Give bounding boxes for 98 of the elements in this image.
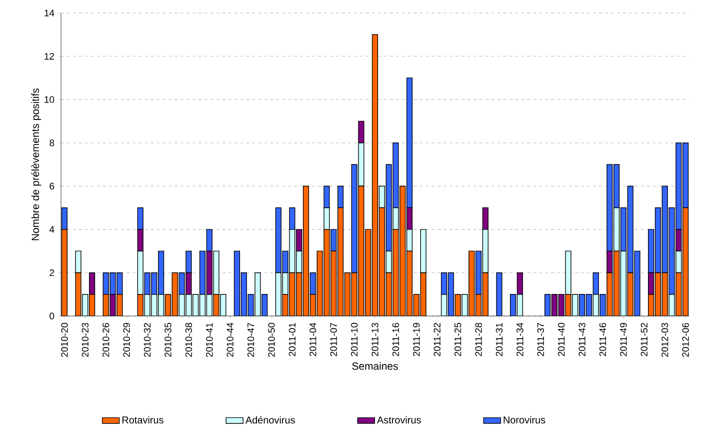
bar [620, 207, 626, 252]
legend-label: Norovirus [504, 416, 546, 424]
bar [199, 250, 206, 295]
y-tick-label: 12 [44, 52, 54, 60]
bar [406, 207, 413, 230]
x-tick-label: 2010-32 [144, 322, 151, 357]
x-tick-label: 2011-22 [434, 322, 440, 356]
x-tick-label: 2011-13 [372, 322, 378, 356]
x-tick-label: 2010-47 [247, 322, 254, 357]
bar [234, 250, 240, 316]
bar [482, 229, 488, 274]
x-tick-label: 2010-23 [82, 322, 89, 357]
bar [510, 294, 516, 316]
y-tick-label: 4 [49, 226, 54, 233]
bar [516, 272, 523, 295]
y-axis-title: Nombre de prélèvements positifs [31, 88, 42, 240]
bar [89, 294, 96, 316]
bar [262, 294, 268, 316]
bar [296, 272, 302, 316]
legend-label: Astrovirus [376, 416, 421, 424]
bar [296, 250, 302, 274]
legend-label: Adénovirus [245, 416, 295, 424]
x-tick-label: 2011-16 [392, 322, 400, 356]
x-tick-label: 2010-20 [61, 322, 68, 357]
bar [482, 272, 488, 316]
bar [365, 229, 372, 316]
bar [620, 250, 626, 316]
bar [613, 164, 620, 208]
x-tick-label: 2011-04 [310, 322, 316, 356]
x-tick-label: 2010-29 [123, 322, 130, 357]
bar [158, 250, 164, 295]
bar [62, 229, 68, 316]
bar [544, 294, 551, 316]
bar [89, 272, 96, 295]
x-tick-label: 2010-26 [102, 322, 110, 357]
x-tick-label: 2011-07 [330, 322, 337, 356]
bar [440, 294, 448, 316]
x-tick-label: 2011-28 [475, 322, 482, 356]
x-tick-label: 2010-41 [206, 322, 213, 357]
bar [440, 272, 448, 295]
bar [578, 294, 586, 316]
x-tick-label: 2011-25 [454, 322, 462, 356]
y-tick-label: 14 [44, 10, 54, 16]
legend-label: Rotavirus [122, 416, 164, 424]
bar [192, 294, 199, 316]
bar [406, 250, 413, 316]
x-tick-label: 2011-19 [413, 322, 420, 356]
bar [337, 186, 344, 208]
bar [372, 34, 378, 316]
x-tick-label: 2011-10 [350, 322, 358, 356]
bar [164, 294, 172, 316]
x-tick-label: 2010-50 [268, 322, 275, 357]
y-tick-label: 8 [50, 140, 54, 146]
x-tick-label: 2010-38 [185, 322, 192, 357]
bar [199, 294, 206, 316]
bar [516, 294, 523, 316]
x-tick-label: 2010-44 [226, 322, 234, 357]
x-axis-title: Semaines [352, 362, 398, 370]
bar [475, 250, 482, 295]
y-tick-label: 10 [44, 96, 54, 103]
x-tick-label: 2011-52 [640, 322, 648, 356]
bar [62, 208, 68, 230]
bar [337, 207, 344, 316]
bar [613, 207, 620, 252]
x-tick-label: 2011-31 [496, 322, 503, 356]
bar [302, 186, 310, 316]
y-tick-label: 0 [50, 312, 54, 320]
bar [654, 207, 661, 274]
x-tick-label: 2012-03 [661, 322, 668, 357]
x-tick-label: 2011-34 [516, 322, 524, 356]
y-tick-label: 6 [50, 182, 54, 190]
x-tick-label: 2010-35 [164, 322, 172, 357]
x-tick-label: 2011-46 [599, 322, 606, 356]
bar [613, 250, 620, 316]
x-tick-label: 2011-01 [288, 322, 296, 356]
x-tick-label: 2011-49 [620, 322, 627, 356]
bar [475, 294, 482, 316]
bar [648, 229, 654, 274]
bar [406, 78, 413, 208]
bar [654, 272, 661, 316]
bar [413, 294, 420, 316]
x-tick-label: 2011-43 [578, 322, 586, 356]
bar [482, 207, 488, 230]
x-tick-label: 2012-06 [682, 322, 689, 357]
x-tick-label: 2011-40 [558, 322, 565, 356]
bar [330, 250, 337, 316]
bar [378, 207, 385, 316]
bar [586, 294, 592, 316]
bar [682, 207, 689, 316]
bar [551, 294, 558, 316]
bar [448, 272, 454, 316]
bar [378, 186, 385, 208]
bar [158, 294, 164, 316]
bar [648, 294, 654, 316]
x-tick-label: 2011-37 [537, 322, 544, 356]
bar [648, 272, 654, 295]
bar [682, 142, 689, 208]
y-tick-label: 2 [50, 269, 54, 276]
